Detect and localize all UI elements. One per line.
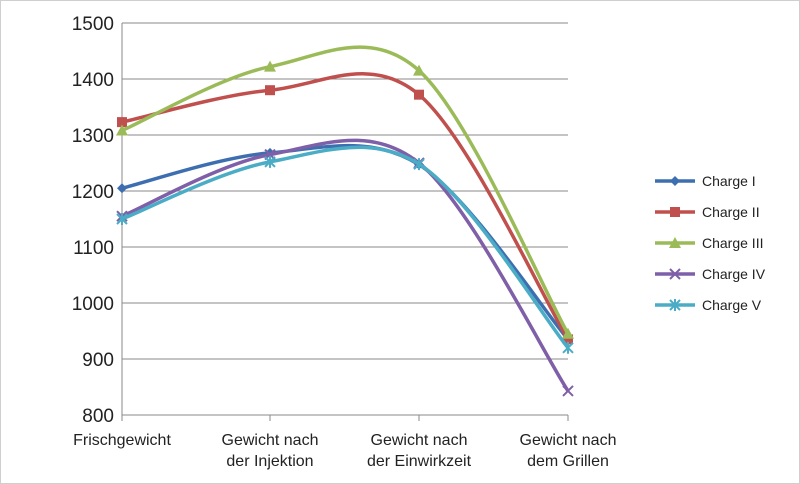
y-tick-label: 800 xyxy=(82,406,114,427)
x-tick-label-line: der Injektion xyxy=(226,453,313,470)
y-tick-label: 1100 xyxy=(73,238,114,259)
data-point xyxy=(264,155,276,168)
legend-swatch-marker xyxy=(670,176,680,186)
x-tick-label-line: Gewicht nach xyxy=(520,432,617,449)
x-tick-label-line: Gewicht nach xyxy=(222,432,319,449)
legend-swatch-marker xyxy=(669,237,681,248)
y-tick-label: 1500 xyxy=(72,14,114,35)
legend-swatch-marker xyxy=(669,268,681,280)
legend-swatch-marker xyxy=(669,299,681,311)
y-tick-label: 1000 xyxy=(72,294,114,315)
y-axis: 800 900 1000 1100 1200 1300 1400 1500 xyxy=(72,14,114,427)
data-point xyxy=(413,64,425,76)
x-tick-label-line: dem Grillen xyxy=(527,453,609,470)
legend-label: Charge IV xyxy=(702,266,766,282)
series-5 xyxy=(116,145,574,354)
data-point xyxy=(563,334,573,345)
legend-item: Charge V xyxy=(655,297,762,313)
y-tick-label: 1400 xyxy=(72,70,114,91)
data-point xyxy=(116,124,128,136)
data-point xyxy=(562,385,574,397)
x-tick-label-line: Frischgewicht xyxy=(73,432,171,449)
data-point xyxy=(264,60,276,72)
data-point xyxy=(562,341,574,354)
series-line xyxy=(121,45,570,335)
legend-item: Charge IV xyxy=(655,266,766,282)
legend-label: Charge I xyxy=(702,173,756,189)
series-line xyxy=(121,138,570,392)
legend: Charge I Charge II Charge III Charge IV Char… xyxy=(655,173,766,313)
legend-swatch-marker xyxy=(670,207,680,217)
series-2 xyxy=(117,72,573,345)
series-line xyxy=(121,145,570,349)
x-tick-label: Frischgewicht xyxy=(73,432,171,449)
legend-item: Charge III xyxy=(655,235,763,251)
data-point xyxy=(117,117,127,128)
legend-label: Charge II xyxy=(702,204,760,220)
data-point xyxy=(413,158,425,171)
series-1 xyxy=(117,143,573,345)
x-tick-label: Gewicht nach dem Grillen xyxy=(520,432,617,470)
series-line xyxy=(121,72,570,341)
series-4 xyxy=(116,138,574,397)
data-point xyxy=(116,213,128,225)
gridlines xyxy=(122,22,568,416)
x-tick-label-line: Gewicht nach xyxy=(371,432,468,449)
x-tick-label-line: der Einwirkzeit xyxy=(367,453,472,470)
x-tick-label: Gewicht nach der Injektion xyxy=(222,432,319,470)
y-tick-label: 1300 xyxy=(72,126,114,147)
series-line xyxy=(121,143,570,341)
data-point xyxy=(414,89,424,100)
y-tick-label: 900 xyxy=(82,350,114,371)
data-point xyxy=(117,183,127,194)
legend-label: Charge V xyxy=(702,297,762,313)
y-tick-label: 1200 xyxy=(72,182,114,203)
data-point xyxy=(562,327,574,339)
legend-item: Charge I xyxy=(655,173,756,189)
x-axis: Frischgewicht Gewicht nach der InjektionGe… xyxy=(73,415,616,470)
data-point xyxy=(265,85,275,96)
x-tick-label: Gewicht nach der Einwirkzeit xyxy=(367,432,472,470)
legend-label: Charge III xyxy=(702,235,763,251)
legend-item: Charge II xyxy=(655,204,760,220)
series-3 xyxy=(116,45,574,339)
